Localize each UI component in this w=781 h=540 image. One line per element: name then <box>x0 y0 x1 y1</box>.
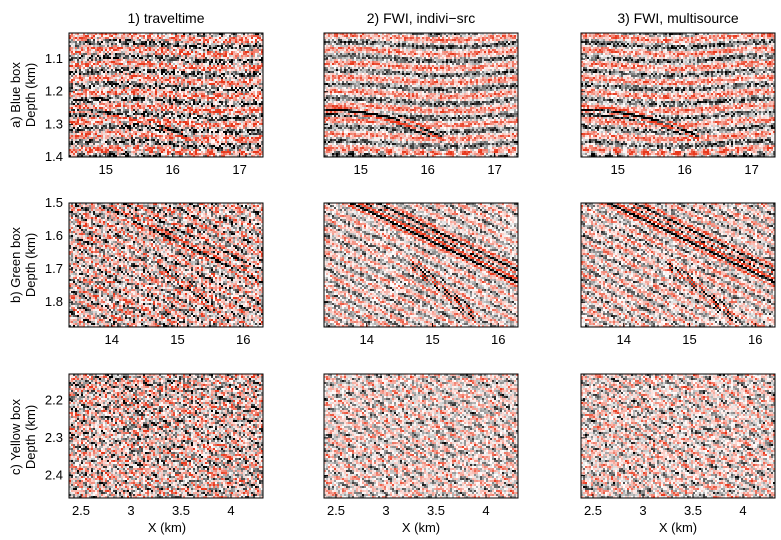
x-tick-label: 15 <box>682 332 696 347</box>
panel-row2-col3: 14 15 16 <box>580 202 776 347</box>
row-label-blue-box-depth: Depth (km) <box>23 63 38 127</box>
seismic-image <box>69 374 263 498</box>
x-tick-label: 3 <box>382 503 389 518</box>
x-tick-label: 14 <box>360 332 374 347</box>
x-tick-label: 4 <box>482 503 489 518</box>
seismic-image <box>581 203 775 327</box>
column-title-traveltime: 1) traveltime <box>127 10 204 26</box>
row-label-yellow-box: c) Yellow box Depth (km) <box>8 399 38 475</box>
seismic-image <box>69 33 263 157</box>
panel-frame <box>323 32 519 158</box>
panel-frame <box>580 202 776 328</box>
y-tick-label: 2.4 <box>45 467 63 482</box>
x-tick-label: 15 <box>354 162 368 177</box>
x-tick-label: 15 <box>170 332 184 347</box>
x-tick-label: 15 <box>425 332 439 347</box>
seismic-image <box>324 203 518 327</box>
y-tick-label: 1.7 <box>45 261 63 276</box>
x-tick-label: 3.5 <box>427 503 445 518</box>
x-tick-label: 2.5 <box>72 503 90 518</box>
row-label-green-box-depth: Depth (km) <box>23 233 38 297</box>
row-label-green-box-line1: b) Green box <box>8 227 23 303</box>
x-tick-label: 2.5 <box>327 503 345 518</box>
x-axis-label-col1: X (km) <box>148 520 186 535</box>
panel-frame <box>68 32 264 158</box>
x-axis-label-col2: X (km) <box>402 520 440 535</box>
y-tick-label: 1.8 <box>45 294 63 309</box>
y-tick-label: 2.2 <box>45 392 63 407</box>
panel-row3-col1: 2.5 3 3.5 4 2.2 2.3 2.4 <box>45 373 264 518</box>
row-label-green-box: b) Green box Depth (km) <box>8 227 38 303</box>
seismic-image <box>581 374 775 498</box>
x-tick-label: 4 <box>227 503 234 518</box>
x-tick-label: 4 <box>739 503 746 518</box>
row-label-yellow-box-depth: Depth (km) <box>23 405 38 469</box>
x-tick-label: 16 <box>420 162 434 177</box>
column-title-fwi-multisource: 3) FWI, multisource <box>617 10 739 26</box>
row-label-yellow-box-line1: c) Yellow box <box>8 399 23 475</box>
y-tick-label: 1.3 <box>45 116 63 131</box>
panel-row3-col2: 2.5 3 3.5 4 <box>323 373 519 518</box>
seismic-image <box>324 374 518 498</box>
x-tick-label: 16 <box>748 332 762 347</box>
x-tick-label: 16 <box>165 162 179 177</box>
x-tick-label: 15 <box>611 162 625 177</box>
x-tick-label: 16 <box>677 162 691 177</box>
y-tick-label: 1.6 <box>45 228 63 243</box>
column-title-fwi-individual-source: 2) FWI, indivi−src <box>367 10 476 26</box>
panel-row1-col3: 15 16 17 <box>580 32 776 177</box>
x-tick-label: 3.5 <box>684 503 702 518</box>
y-tick-label: 1.2 <box>45 84 63 99</box>
panel-row3-col3: 2.5 3 3.5 4 <box>580 373 776 518</box>
y-tick-label: 1.4 <box>45 149 63 164</box>
panel-frame <box>323 373 519 499</box>
row-label-blue-box-line1: a) Blue box <box>8 62 23 128</box>
x-tick-label: 16 <box>236 332 250 347</box>
panel-row2-col1: 14 15 16 1.5 1.6 1.7 1.8 <box>45 195 264 347</box>
x-tick-label: 14 <box>105 332 119 347</box>
x-tick-label: 16 <box>491 332 505 347</box>
x-tick-label: 17 <box>487 162 501 177</box>
panel-frame <box>580 32 776 158</box>
x-axis-label-col3: X (km) <box>659 520 697 535</box>
panel-row2-col2: 14 15 16 <box>323 202 519 347</box>
seismic-image <box>581 33 775 157</box>
panel-frame <box>68 373 264 499</box>
x-tick-label: 14 <box>617 332 631 347</box>
y-tick-label: 2.3 <box>45 430 63 445</box>
x-tick-label: 3 <box>639 503 646 518</box>
y-tick-label: 1.5 <box>45 195 63 210</box>
seismic-image <box>324 33 518 157</box>
x-tick-label: 3.5 <box>172 503 190 518</box>
panel-frame <box>580 373 776 499</box>
x-tick-label: 15 <box>99 162 113 177</box>
x-tick-label: 2.5 <box>584 503 602 518</box>
panel-row1-col1: 15 16 17 1.1 1.2 1.3 1.4 <box>45 32 264 177</box>
panel-row1-col2: 15 16 17 <box>323 32 519 177</box>
y-tick-label: 1.1 <box>45 51 63 66</box>
panel-frame <box>68 202 264 328</box>
panel-frame <box>323 202 519 328</box>
x-tick-label: 17 <box>744 162 758 177</box>
x-tick-label: 17 <box>232 162 246 177</box>
x-tick-label: 3 <box>127 503 134 518</box>
seismic-image <box>69 203 263 327</box>
row-label-blue-box: a) Blue box Depth (km) <box>8 62 38 128</box>
